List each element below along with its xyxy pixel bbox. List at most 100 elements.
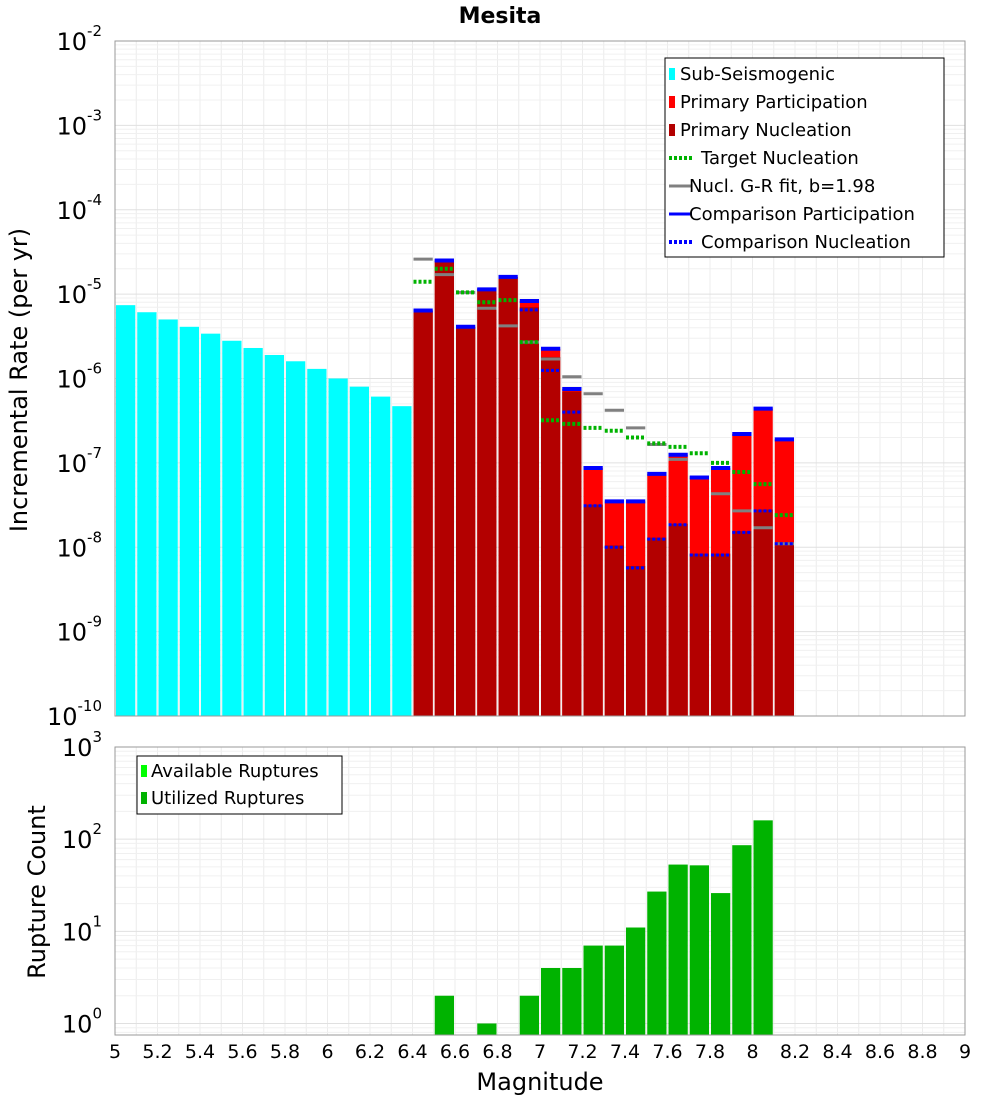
y-tick-base: 10 (56, 112, 87, 140)
y-tick-base: 10 (56, 197, 87, 225)
utilized-rupture-bar (434, 995, 454, 1035)
y-tick-exponent: -5 (87, 275, 102, 293)
utilized-rupture-bar (562, 967, 582, 1035)
x-tick-label: 7.8 (695, 1041, 725, 1063)
nucleation-bar (541, 356, 561, 716)
rate-legend: Sub-Seismogenic Primary Participation Prim… (664, 57, 945, 258)
x-tick-label: 5 (109, 1041, 121, 1063)
y-tick-base: 10 (62, 918, 93, 946)
top-plot-frame (114, 40, 966, 717)
x-tick-label: 7.6 (652, 1041, 682, 1063)
y-tick-label: 10-5 (56, 275, 102, 309)
x-axis-label: Magnitude (476, 1068, 603, 1096)
x-tick-label: 7.4 (610, 1041, 640, 1063)
nucleation-bar (626, 565, 646, 716)
x-tick-labels: 5 5.2 5.4 5.6 5.8 6 6.2 6.4 6.6 6.8 7 7.2 7.4 7.6 7.8 8… (109, 1041, 971, 1063)
y-tick-base: 10 (56, 281, 87, 309)
y-tick-base: 10 (56, 450, 87, 478)
sub-seismogenic-bar (264, 354, 284, 716)
nucleation-bar (647, 537, 667, 716)
y-tick-base: 10 (56, 534, 87, 562)
sub-seismogenic-bar (158, 319, 178, 716)
legend-label: Target Nucleation (700, 148, 859, 169)
utilized-rupture-bar (626, 927, 646, 1035)
y-tick-exponent: -6 (87, 360, 102, 378)
x-tick-label: 6 (321, 1041, 333, 1063)
x-tick-label: 7.2 (567, 1041, 597, 1063)
rate-markers (413, 257, 794, 570)
nucleation-bar (562, 391, 582, 716)
y-tick-label: 103 (62, 728, 102, 762)
utilized-rupture-bar (519, 995, 539, 1035)
nucleation-bar (413, 310, 433, 716)
nucleation-bar (456, 326, 476, 716)
y-tick-exponent: -3 (87, 106, 102, 124)
y-tick-label: 100 (62, 1004, 102, 1038)
bottom-plot-frame (114, 746, 966, 1036)
y-tick-base: 10 (47, 703, 78, 731)
x-tick-label: 8.2 (780, 1041, 810, 1063)
sub-seismogenic-bar (371, 396, 391, 716)
utilized-rupture-bar (477, 1023, 497, 1035)
nucleation-bar (477, 289, 497, 716)
sub-seismogenic-bar (137, 312, 157, 716)
y-tick-base: 10 (56, 366, 87, 394)
legend-box (664, 57, 945, 258)
y-tick-label: 10-3 (56, 106, 102, 140)
y-tick-exponent: 0 (92, 1004, 102, 1022)
legend-label: Nucl. G-R fit, b=1.98 (689, 176, 875, 197)
nucleation-bar (434, 260, 454, 716)
utilized-rupture-bar (668, 864, 688, 1035)
nucleation-bar (689, 553, 709, 716)
y-tick-exponent: 1 (92, 912, 102, 930)
y-tick-label: 10-4 (56, 191, 102, 225)
y-tick-exponent: -7 (87, 444, 102, 462)
y-tick-exponent: -4 (87, 191, 102, 209)
sub-seismogenic-bar (328, 378, 348, 716)
legend-label: Utilized Ruptures (151, 788, 304, 809)
utilized-rupture-bar (711, 893, 731, 1035)
x-tick-label: 6.2 (355, 1041, 385, 1063)
y-tick-label: 10-6 (56, 360, 102, 394)
x-tick-label: 7 (534, 1041, 546, 1063)
y-tick-exponent: -2 (87, 22, 102, 40)
x-tick-label: 5.6 (227, 1041, 257, 1063)
x-tick-label: 6.4 (397, 1041, 427, 1063)
rate-bars (116, 260, 794, 716)
nucleation-bar (583, 504, 603, 716)
legend-label: Sub-Seismogenic (680, 64, 835, 85)
nucleation-bar (774, 542, 794, 716)
bottom-y-axis-label: Rupture Count (23, 805, 51, 979)
legend-swatch (669, 68, 675, 80)
sub-seismogenic-bar (307, 368, 327, 716)
sub-seismogenic-bar (222, 340, 242, 716)
utilized-rupture-bar (689, 865, 709, 1035)
utilized-rupture-bar (753, 820, 773, 1035)
utilized-rupture-bar (647, 891, 667, 1035)
legend-swatch (141, 792, 147, 804)
y-tick-label: 10-7 (56, 444, 102, 478)
utilized-rupture-bar (604, 945, 624, 1035)
y-tick-exponent: 2 (92, 820, 102, 838)
legend-swatch (669, 96, 675, 108)
y-tick-base: 10 (56, 28, 87, 56)
x-tick-label: 5.2 (142, 1041, 172, 1063)
x-tick-label: 8.8 (907, 1041, 937, 1063)
y-tick-label: 10-2 (56, 22, 102, 56)
sub-seismogenic-bar (286, 361, 306, 716)
sub-seismogenic-bar (349, 386, 369, 716)
nucleation-bar (732, 531, 752, 716)
x-tick-label: 5.8 (270, 1041, 300, 1063)
top-y-axis-label: Incremental Rate (per yr) (5, 228, 33, 532)
nucleation-bar (753, 509, 773, 716)
y-tick-base: 10 (56, 619, 87, 647)
x-tick-label: 9 (959, 1041, 971, 1063)
y-tick-label: 10-9 (56, 613, 102, 647)
x-tick-label: 6.6 (440, 1041, 470, 1063)
x-tick-label: 8.6 (865, 1041, 895, 1063)
utilized-rupture-bar (541, 967, 561, 1035)
y-tick-base: 10 (62, 734, 93, 762)
nucleation-bar (604, 545, 624, 716)
